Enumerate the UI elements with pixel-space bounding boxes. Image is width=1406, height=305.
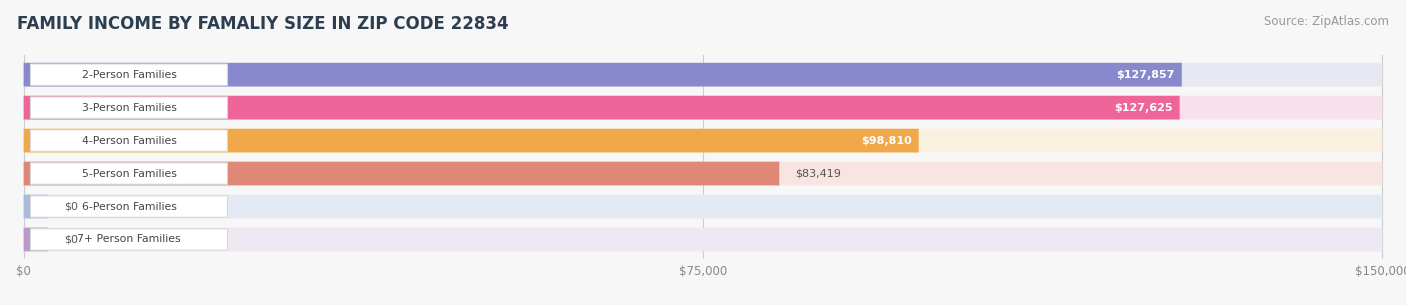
FancyBboxPatch shape — [24, 129, 1382, 152]
FancyBboxPatch shape — [31, 97, 228, 118]
Text: 2-Person Families: 2-Person Families — [82, 70, 176, 80]
Text: Source: ZipAtlas.com: Source: ZipAtlas.com — [1264, 15, 1389, 28]
FancyBboxPatch shape — [24, 162, 779, 185]
Text: 3-Person Families: 3-Person Families — [82, 103, 176, 113]
Text: 7+ Person Families: 7+ Person Families — [77, 235, 181, 245]
FancyBboxPatch shape — [31, 229, 228, 250]
Text: 6-Person Families: 6-Person Families — [82, 202, 176, 211]
Text: $83,419: $83,419 — [796, 169, 841, 178]
FancyBboxPatch shape — [24, 63, 1182, 87]
Text: 4-Person Families: 4-Person Families — [82, 136, 176, 145]
FancyBboxPatch shape — [24, 228, 1382, 251]
FancyBboxPatch shape — [24, 162, 1382, 185]
Text: $127,625: $127,625 — [1115, 103, 1173, 113]
Text: FAMILY INCOME BY FAMALIY SIZE IN ZIP CODE 22834: FAMILY INCOME BY FAMALIY SIZE IN ZIP COD… — [17, 15, 509, 33]
FancyBboxPatch shape — [24, 63, 1382, 87]
FancyBboxPatch shape — [24, 195, 1382, 218]
FancyBboxPatch shape — [24, 228, 48, 251]
Text: $0: $0 — [65, 202, 79, 211]
Text: 5-Person Families: 5-Person Families — [82, 169, 176, 178]
FancyBboxPatch shape — [31, 130, 228, 151]
Text: $127,857: $127,857 — [1116, 70, 1175, 80]
Text: $98,810: $98,810 — [860, 136, 912, 145]
FancyBboxPatch shape — [24, 129, 918, 152]
FancyBboxPatch shape — [24, 96, 1382, 120]
Text: $0: $0 — [65, 235, 79, 245]
FancyBboxPatch shape — [24, 195, 48, 218]
FancyBboxPatch shape — [31, 196, 228, 217]
FancyBboxPatch shape — [31, 64, 228, 85]
FancyBboxPatch shape — [31, 163, 228, 184]
FancyBboxPatch shape — [24, 96, 1180, 120]
